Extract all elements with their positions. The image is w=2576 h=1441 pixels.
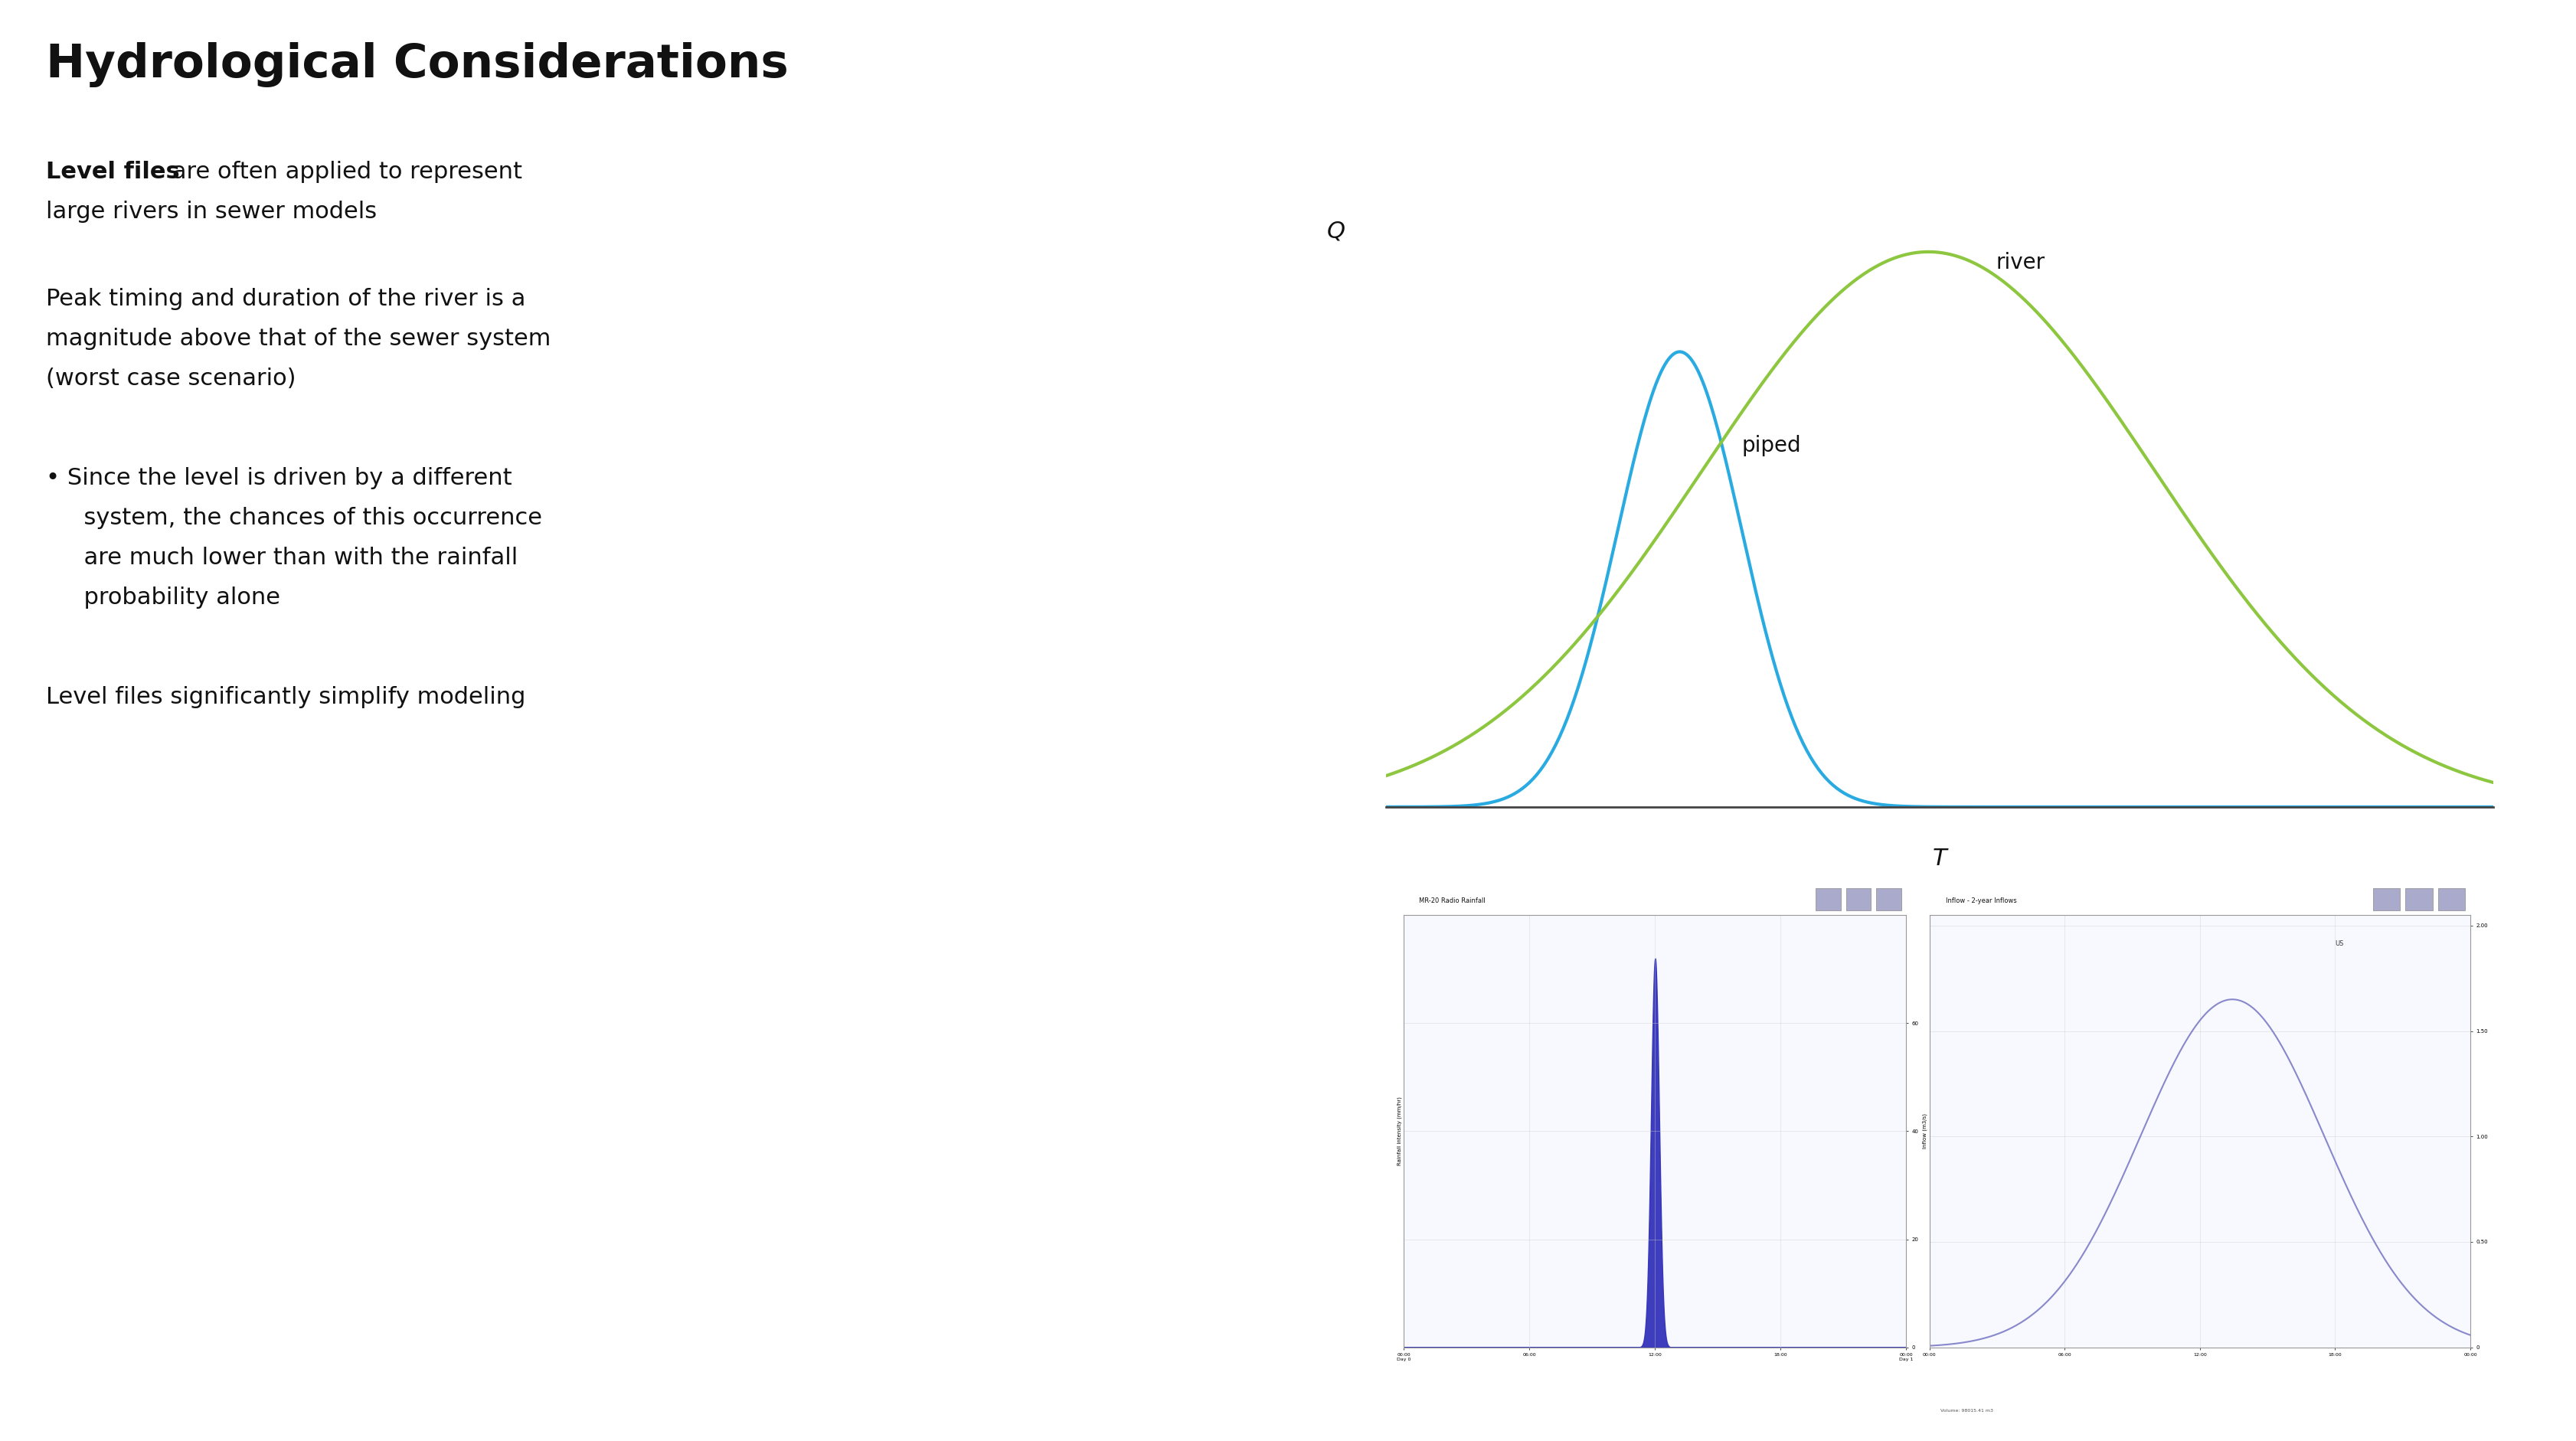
Text: (worst case scenario): (worst case scenario) bbox=[46, 367, 296, 391]
Text: Level files significantly simplify modeling: Level files significantly simplify model… bbox=[46, 686, 526, 709]
Y-axis label: Rainfall intensity (mm/hr): Rainfall intensity (mm/hr) bbox=[1396, 1097, 1401, 1166]
Text: piped: piped bbox=[1741, 435, 1801, 457]
Text: probability alone: probability alone bbox=[70, 586, 281, 610]
Text: T: T bbox=[1932, 847, 1947, 870]
Bar bbox=[2372, 888, 2401, 911]
Bar bbox=[2437, 888, 2465, 911]
Text: are often applied to represent: are often applied to represent bbox=[165, 161, 523, 183]
Text: system, the chances of this occurrence: system, the chances of this occurrence bbox=[70, 507, 541, 529]
Text: • Since the level is driven by a different: • Since the level is driven by a differe… bbox=[46, 467, 513, 490]
Text: river: river bbox=[1996, 252, 2045, 272]
Text: Inflow - 2-year Inflows: Inflow - 2-year Inflows bbox=[1945, 898, 2017, 904]
Text: Peak timing and duration of the river is a: Peak timing and duration of the river is… bbox=[46, 288, 526, 310]
Bar bbox=[2406, 888, 2432, 911]
Text: are much lower than with the rainfall: are much lower than with the rainfall bbox=[70, 548, 518, 569]
Text: Volume: 98015.41 m3: Volume: 98015.41 m3 bbox=[1940, 1409, 1994, 1414]
Text: Q: Q bbox=[1327, 220, 1345, 242]
Text: Hydrological Considerations: Hydrological Considerations bbox=[46, 42, 788, 88]
Text: large rivers in sewer models: large rivers in sewer models bbox=[46, 200, 376, 223]
Bar bbox=[1847, 888, 1870, 911]
Text: US: US bbox=[2334, 940, 2344, 947]
Bar bbox=[1816, 888, 1842, 911]
Text: Level files: Level files bbox=[46, 161, 180, 183]
Y-axis label: Inflow (m3/s): Inflow (m3/s) bbox=[1922, 1114, 1927, 1148]
Bar bbox=[1875, 888, 1901, 911]
Text: MR-20 Radio Rainfall: MR-20 Radio Rainfall bbox=[1419, 898, 1486, 904]
Text: magnitude above that of the sewer system: magnitude above that of the sewer system bbox=[46, 329, 551, 350]
